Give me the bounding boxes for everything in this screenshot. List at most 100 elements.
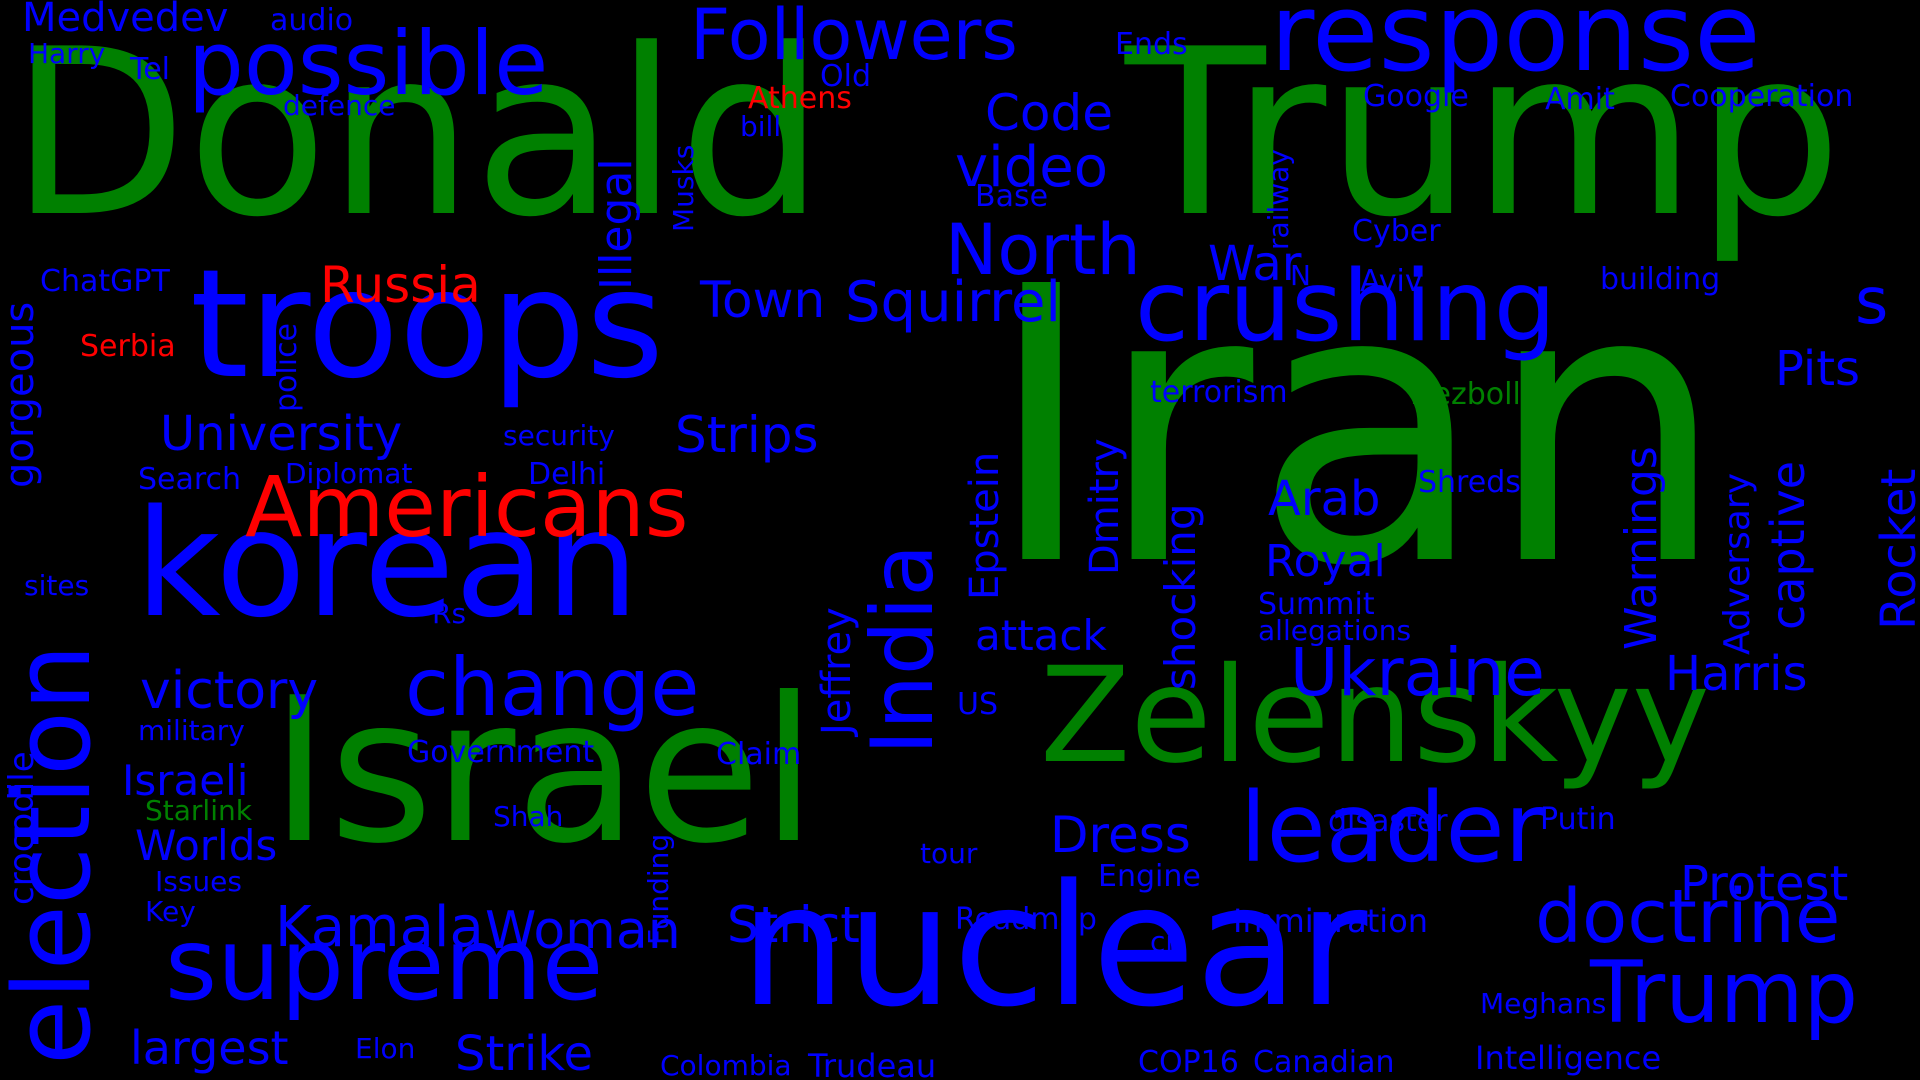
word-diplomat: Diplomat (285, 457, 413, 490)
word-starlink: Starlink (145, 794, 252, 827)
word-woman: Woman (485, 901, 681, 961)
word-railway: railway (1262, 149, 1295, 250)
word-donald: Donald (10, 1, 825, 268)
word-harry: Harry (28, 37, 106, 70)
word-largest: largest (130, 1021, 289, 1075)
word-audio: audio (270, 3, 354, 38)
word-google: Google (1363, 79, 1469, 114)
word-victory: victory (140, 661, 319, 721)
word-n: N (1290, 259, 1311, 292)
word-protest: Protest (1680, 856, 1849, 912)
word-canadian: Canadian (1253, 1045, 1395, 1080)
word-s: s (1855, 265, 1889, 339)
word-disaster: disaster (1328, 804, 1448, 839)
word-supreme: supreme (165, 906, 604, 1023)
word-pits: Pits (1775, 341, 1861, 397)
word-north: North (945, 209, 1141, 291)
word-ends: Ends (1115, 27, 1188, 62)
word-us: US (957, 687, 999, 722)
word-trump: Trump (1590, 943, 1859, 1043)
word-arab: Arab (1268, 471, 1381, 527)
word-engine: Engine (1098, 859, 1201, 894)
word-zelenskyy: Zelenskyy (1040, 639, 1710, 793)
word-rocket: Rocket (1871, 468, 1920, 630)
word-kamala: Kamala (275, 895, 484, 960)
word-claim: Claim (716, 737, 802, 772)
word-defence: defence (283, 89, 396, 122)
word-trump: Trump (1125, 1, 1843, 268)
word-video: video (955, 135, 1108, 200)
word-police: police (269, 322, 304, 412)
word-followers: Followers (690, 0, 1018, 76)
word-nuclear: nuclear (740, 848, 1368, 1044)
word-university: University (160, 406, 403, 462)
word-israeli: Israeli (122, 756, 249, 805)
word-issues: Issues (155, 865, 242, 898)
word-epstein: Epstein (962, 451, 1008, 600)
word-chatgpt: ChatGPT (40, 264, 170, 299)
word-doctrine: doctrine (1535, 874, 1841, 960)
word-terrorism: terrorism (1150, 375, 1288, 410)
word-shah: Shah (493, 800, 564, 833)
word-colombia: Colombia (660, 1049, 792, 1080)
word-harris: Harris (1665, 646, 1808, 702)
word-war: War (1208, 236, 1302, 292)
word-dress: Dress (1050, 806, 1191, 864)
word-strike: Strike (455, 1026, 593, 1080)
word-royal: Royal (1265, 536, 1386, 587)
word-india: India (853, 543, 953, 755)
word-base: Base (975, 179, 1049, 214)
word-strict: Strict (727, 896, 860, 954)
word-military: military (138, 714, 245, 747)
word-immigration: Immigration (1233, 902, 1429, 940)
word-ukraine: Ukraine (1290, 634, 1545, 711)
word-athens: Athens (748, 81, 852, 116)
word-old: Old (820, 59, 871, 94)
word-tour: tour (920, 837, 978, 870)
word-rs: Rs (432, 597, 467, 630)
word-possible: possible (188, 12, 549, 115)
word-crushing: crushing (1135, 250, 1556, 364)
word-funding: Funding (642, 833, 675, 945)
word-meghans: Meghans (1480, 987, 1607, 1020)
word-shocking: shocking (1156, 503, 1205, 690)
word-attack: attack (975, 611, 1107, 660)
word-allegations: allegations (1258, 614, 1412, 647)
word-building: building (1600, 262, 1721, 297)
word-trudeau: Trudeau (808, 1047, 937, 1080)
word-cop16: COP16 (1138, 1045, 1239, 1080)
word-korean: korean (135, 478, 640, 650)
word-crocodile: crocodile (2, 751, 42, 905)
word-leader: leader (1240, 772, 1545, 884)
word-dmitry: Dmitry (1082, 438, 1128, 575)
word-strips: Strips (675, 406, 819, 464)
word-aviv: Aviv (1360, 264, 1423, 299)
word-hezbollah: Hezbollah (1410, 377, 1559, 412)
word-roadmap: Roadmap (955, 902, 1097, 937)
word-warnings: Warnings (1616, 446, 1667, 650)
word-adversary: Adversary (1717, 472, 1758, 655)
word-russia: Russia (320, 256, 481, 314)
word-serbia: Serbia (80, 329, 176, 364)
word-elon: Elon (355, 1032, 416, 1065)
word-gorgeous: gorgeous (0, 301, 43, 488)
word-summit: Summit (1258, 587, 1375, 622)
word-government: Government (407, 735, 595, 770)
word-jeffrey: Jeffrey (814, 607, 860, 735)
word-iran: Iran (985, 206, 1728, 649)
word-worlds: Worlds (135, 821, 278, 870)
word-town: Town (700, 271, 826, 329)
word-code: Code (985, 84, 1114, 142)
word-illegal: Illegal (591, 158, 642, 290)
word-sites: sites (24, 569, 90, 602)
word-change: change (405, 641, 700, 734)
word-delhi: Delhi (528, 457, 606, 492)
word-americans: Americans (245, 458, 689, 556)
word-bill: bill (740, 110, 782, 143)
word-israel: Israel (270, 655, 817, 888)
word-tel: Tel (130, 52, 171, 87)
word-amit: Amit (1545, 82, 1615, 117)
word-cooperation: Cooperation (1670, 79, 1854, 114)
word-musks: Musks (667, 144, 700, 232)
